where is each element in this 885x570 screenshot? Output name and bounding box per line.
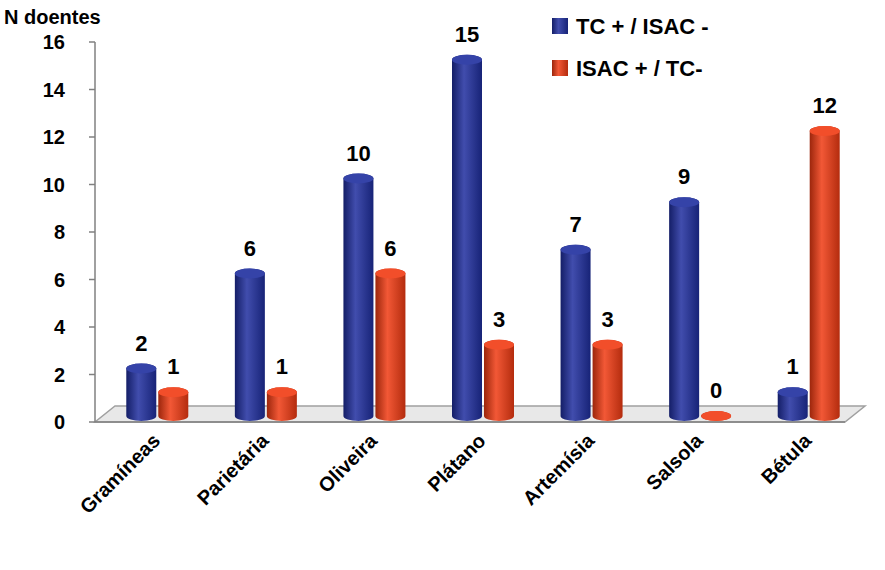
bar (561, 245, 591, 421)
y-tick (89, 41, 95, 43)
x-tick-label: Artemísia (518, 429, 599, 510)
legend-swatch (552, 18, 568, 34)
bar (158, 387, 188, 421)
bar (484, 340, 514, 421)
y-tick-label: 6 (54, 269, 65, 291)
bar-top (701, 411, 731, 421)
data-label: 1 (787, 354, 799, 379)
bar-top (126, 364, 156, 374)
bar (778, 387, 808, 421)
bar-top (452, 55, 482, 65)
data-label: 6 (244, 236, 256, 261)
data-label: 12 (812, 93, 836, 118)
y-tick-label: 10 (43, 174, 65, 196)
legend-label: TC + / ISAC - (576, 14, 709, 39)
data-labels: 21611061537390112 (135, 22, 837, 403)
bar (669, 197, 699, 421)
bar-top (158, 387, 188, 397)
bar (810, 126, 840, 421)
bar (375, 269, 405, 422)
chart-svg: 0246810121416N doentes21611061537390112G… (0, 0, 885, 570)
y-tick (89, 421, 95, 423)
bar-top (484, 340, 514, 350)
y-tick (89, 231, 95, 233)
bar (235, 269, 265, 422)
bar-top (810, 126, 840, 136)
y-tick (89, 279, 95, 281)
bar (267, 387, 297, 421)
y-tick (89, 184, 95, 186)
x-axis (95, 421, 845, 423)
bar-top (267, 387, 297, 397)
y-axis-label: N doentes (4, 6, 101, 28)
data-label: 7 (569, 212, 581, 237)
y-tick-label: 14 (43, 79, 66, 101)
bar-top (375, 269, 405, 279)
bar-top (561, 245, 591, 255)
y-tick (89, 374, 95, 376)
y-tick-label: 8 (54, 221, 65, 243)
data-label: 0 (710, 378, 722, 403)
x-tick-label: Salsola (642, 429, 708, 495)
bars (126, 55, 839, 421)
x-tick-label: Parietária (193, 429, 274, 510)
legend-label: ISAC + / TC- (576, 56, 703, 81)
bar-top (343, 174, 373, 184)
chart-container: 0246810121416N doentes21611061537390112G… (0, 0, 885, 570)
y-tick-label: 2 (54, 364, 65, 386)
legend-swatch (552, 60, 568, 76)
y-tick (89, 89, 95, 91)
x-tick-label: Bétula (757, 429, 816, 488)
x-tick-label: Plátano (423, 429, 490, 496)
bar-top (778, 387, 808, 397)
data-label: 1 (167, 354, 179, 379)
data-label: 9 (678, 164, 690, 189)
y-tick (89, 136, 95, 138)
bar (701, 411, 731, 421)
bar-top (593, 340, 623, 350)
y-tick-label: 0 (54, 411, 65, 433)
data-label: 10 (346, 141, 370, 166)
data-label: 15 (455, 22, 479, 47)
bar-top (235, 269, 265, 279)
data-label: 6 (384, 236, 396, 261)
legend: TC + / ISAC - ISAC + / TC- (552, 14, 709, 81)
data-label: 2 (135, 331, 147, 356)
x-tick-label: Oliveira (314, 429, 382, 497)
data-label: 1 (276, 354, 288, 379)
bar (452, 55, 482, 421)
bar-top (669, 197, 699, 207)
y-tick-label: 12 (43, 126, 65, 148)
x-tick-label: Gramíneas (75, 429, 164, 518)
bar (126, 363, 156, 421)
data-label: 3 (493, 307, 505, 332)
bar (343, 174, 373, 422)
data-label: 3 (601, 307, 613, 332)
y-tick (89, 326, 95, 328)
bar (593, 340, 623, 421)
y-tick-label: 16 (43, 31, 65, 53)
y-tick-label: 4 (54, 316, 66, 338)
